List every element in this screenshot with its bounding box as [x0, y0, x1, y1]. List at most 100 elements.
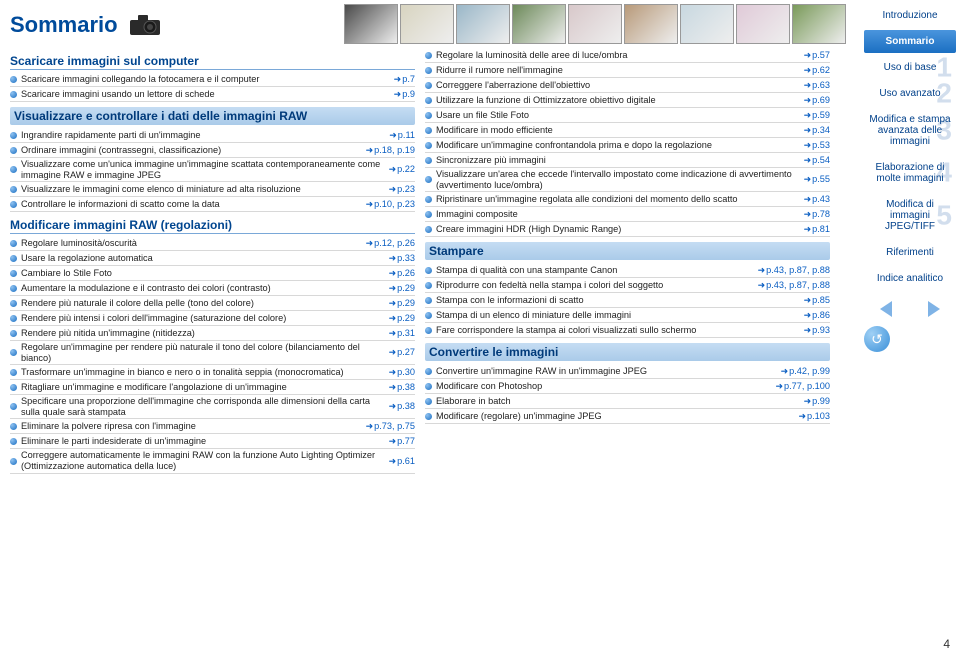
- toc-row[interactable]: Modificare in modo efficiente➜p.34: [425, 123, 830, 138]
- toc-row[interactable]: Correggere automaticamente le immagini R…: [10, 449, 415, 473]
- next-page-icon[interactable]: [923, 299, 943, 319]
- page-ref[interactable]: ➜p.78: [804, 209, 830, 220]
- toc-row[interactable]: Controllare le informazioni di scatto co…: [10, 197, 415, 212]
- toc-row[interactable]: Rendere più naturale il colore della pel…: [10, 296, 415, 311]
- nav-uso-di-base[interactable]: 1Uso di base: [864, 56, 956, 79]
- page-ref[interactable]: ➜p.7: [394, 74, 415, 85]
- toc-row[interactable]: Utilizzare la funzione di Ottimizzatore …: [425, 93, 830, 108]
- nav-elaborazione-di-molte-immagini[interactable]: 4Elaborazione di molte immagini: [864, 156, 956, 190]
- toc-row[interactable]: Elaborare in batch➜p.99: [425, 394, 830, 409]
- return-icon[interactable]: ↺: [864, 326, 890, 352]
- toc-row[interactable]: Creare immagini HDR (High Dynamic Range)…: [425, 222, 830, 237]
- toc-row[interactable]: Stampa con le informazioni di scatto➜p.8…: [425, 293, 830, 308]
- page-ref[interactable]: ➜p.34: [804, 125, 830, 136]
- toc-row[interactable]: Modificare (regolare) un'immagine JPEG➜p…: [425, 409, 830, 424]
- toc-row[interactable]: Visualizzare come un'unica immagine un'i…: [10, 158, 415, 182]
- page-ref[interactable]: ➜p.57: [804, 50, 830, 61]
- page-ref[interactable]: ➜p.29: [389, 313, 415, 324]
- toc-row[interactable]: Specificare una proporzione dell'immagin…: [10, 395, 415, 419]
- toc-row[interactable]: Ingrandire rapidamente parti di un'immag…: [10, 128, 415, 143]
- nav-introduzione[interactable]: Introduzione: [864, 4, 956, 27]
- page-ref[interactable]: ➜p.27: [389, 347, 415, 358]
- bullet-icon: [425, 142, 432, 149]
- prev-page-icon[interactable]: [877, 299, 897, 319]
- page-ref[interactable]: ➜p.29: [389, 298, 415, 309]
- toc-row[interactable]: Rendere più intensi i colori dell'immagi…: [10, 311, 415, 326]
- page-ref[interactable]: ➜p.59: [804, 110, 830, 121]
- page-ref[interactable]: ➜p.69: [804, 95, 830, 106]
- page-ref[interactable]: ➜p.22: [389, 164, 415, 175]
- page-ref[interactable]: ➜p.43, p.87, p.88: [758, 280, 830, 291]
- toc-row[interactable]: Stampa di un elenco di miniature delle i…: [425, 308, 830, 323]
- page-ref[interactable]: ➜p.73, p.75: [366, 421, 415, 432]
- nav-modifica-di-immagini-jpeg-tiff[interactable]: 5Modifica di immagini JPEG/TIFF: [864, 193, 956, 238]
- page-ref[interactable]: ➜p.77: [389, 436, 415, 447]
- toc-row[interactable]: Rendere più nitida un'immagine (nitidezz…: [10, 326, 415, 341]
- page-ref[interactable]: ➜p.26: [389, 268, 415, 279]
- toc-row[interactable]: Regolare un'immagine per rendere più nat…: [10, 341, 415, 365]
- toc-row[interactable]: Scaricare immagini usando un lettore di …: [10, 87, 415, 102]
- page-ref[interactable]: ➜p.43: [804, 194, 830, 205]
- toc-label: Immagini composite: [436, 209, 800, 220]
- toc-row[interactable]: Convertire un'immagine RAW in un'immagin…: [425, 364, 830, 379]
- toc-row[interactable]: Visualizzare un'area che eccede l'interv…: [425, 168, 830, 192]
- page-ref[interactable]: ➜p.11: [389, 130, 415, 141]
- toc-row[interactable]: Immagini composite ➜p.78: [425, 207, 830, 222]
- page-ref[interactable]: ➜p.9: [394, 89, 415, 100]
- toc-row[interactable]: Scaricare immagini collegando la fotocam…: [10, 72, 415, 87]
- page-ref[interactable]: ➜p.23: [389, 184, 415, 195]
- toc-row[interactable]: Ripristinare un'immagine regolata alle c…: [425, 192, 830, 207]
- toc-label: Aumentare la modulazione e il contrasto …: [21, 283, 385, 294]
- toc-row[interactable]: Riprodurre con fedeltà nella stampa i co…: [425, 278, 830, 293]
- toc-row[interactable]: Fare corrispondere la stampa ai colori v…: [425, 323, 830, 338]
- toc-row[interactable]: Eliminare le parti indesiderate di un'im…: [10, 434, 415, 449]
- page-ref[interactable]: ➜p.93: [804, 325, 830, 336]
- nav-sommario[interactable]: Sommario: [864, 30, 956, 53]
- toc-row[interactable]: Visualizzare le immagini come elenco di …: [10, 182, 415, 197]
- page-ref[interactable]: ➜p.42, p.99: [781, 366, 830, 377]
- toc-row[interactable]: Regolare la luminosità delle aree di luc…: [425, 48, 830, 63]
- toc-row[interactable]: Usare la regolazione automatica➜p.33: [10, 251, 415, 266]
- toc-row[interactable]: Aumentare la modulazione e il contrasto …: [10, 281, 415, 296]
- toc-row[interactable]: Sincronizzare più immagini➜p.54: [425, 153, 830, 168]
- toc-row[interactable]: Eliminare la polvere ripresa con l'immag…: [10, 419, 415, 434]
- toc-row[interactable]: Ridurre il rumore nell'immagine➜p.62: [425, 63, 830, 78]
- page-ref[interactable]: ➜p.29: [389, 283, 415, 294]
- toc-row[interactable]: Regolare luminosità/oscurità➜p.12, p.26: [10, 236, 415, 251]
- page-ref[interactable]: ➜p.61: [389, 456, 415, 467]
- nav-modifica-e-stampa-avanzata-delle-immagini[interactable]: 3Modifica e stampa avanzata delle immagi…: [864, 108, 956, 153]
- toc-row[interactable]: Modificare con Photoshop➜p.77, p.100: [425, 379, 830, 394]
- page-ref[interactable]: ➜p.18, p.19: [366, 145, 415, 156]
- page-ref[interactable]: ➜p.38: [389, 401, 415, 412]
- page-ref[interactable]: ➜p.86: [804, 310, 830, 321]
- nav-uso-avanzato[interactable]: 2Uso avanzato: [864, 82, 956, 105]
- page-ref[interactable]: ➜p.81: [804, 224, 830, 235]
- toc-row[interactable]: Cambiare lo Stile Foto➜p.26: [10, 266, 415, 281]
- bullet-icon: [10, 91, 17, 98]
- toc-row[interactable]: Ritagliare un'immagine e modificare l'an…: [10, 380, 415, 395]
- page-ref[interactable]: ➜p.33: [389, 253, 415, 264]
- nav-riferimenti[interactable]: Riferimenti: [864, 241, 956, 264]
- page-ref[interactable]: ➜p.54: [804, 155, 830, 166]
- page-ref[interactable]: ➜p.53: [804, 140, 830, 151]
- toc-row[interactable]: Modificare un'immagine confrontandola pr…: [425, 138, 830, 153]
- page-ref[interactable]: ➜p.77, p.100: [775, 381, 830, 392]
- page-ref[interactable]: ➜p.12, p.26: [366, 238, 415, 249]
- page-ref[interactable]: ➜p.31: [389, 328, 415, 339]
- nav-indice-analitico[interactable]: Indice analitico: [864, 267, 956, 290]
- page-ref[interactable]: ➜p.99: [804, 396, 830, 407]
- page-ref[interactable]: ➜p.103: [798, 411, 830, 422]
- page-ref[interactable]: ➜p.55: [804, 174, 830, 185]
- page-ref[interactable]: ➜p.10, p.23: [366, 199, 415, 210]
- toc-row[interactable]: Stampa di qualità con una stampante Cano…: [425, 263, 830, 278]
- toc-row[interactable]: Trasformare un'immagine in bianco e nero…: [10, 365, 415, 380]
- page-ref[interactable]: ➜p.63: [804, 80, 830, 91]
- page-ref[interactable]: ➜p.85: [804, 295, 830, 306]
- page-ref[interactable]: ➜p.38: [389, 382, 415, 393]
- toc-row[interactable]: Usare un file Stile Foto➜p.59: [425, 108, 830, 123]
- toc-row[interactable]: Ordinare immagini (contrassegni, classif…: [10, 143, 415, 158]
- page-ref[interactable]: ➜p.30: [389, 367, 415, 378]
- page-ref[interactable]: ➜p.43, p.87, p.88: [758, 265, 830, 276]
- toc-row[interactable]: Correggere l'aberrazione dell'obiettivo➜…: [425, 78, 830, 93]
- page-ref[interactable]: ➜p.62: [804, 65, 830, 76]
